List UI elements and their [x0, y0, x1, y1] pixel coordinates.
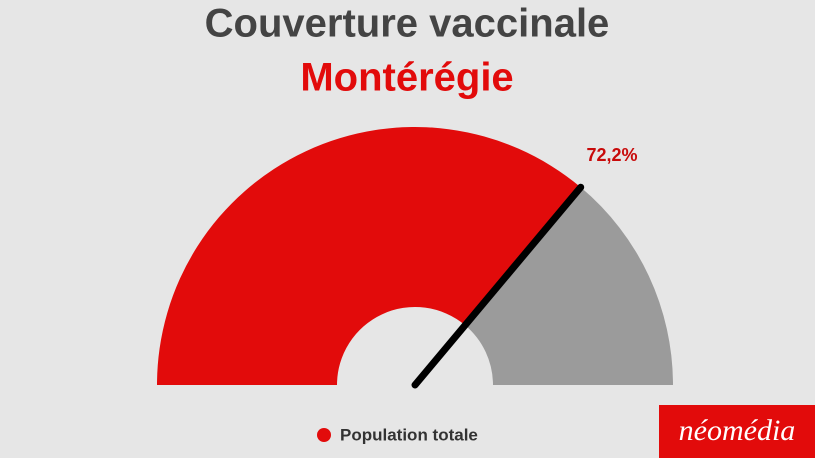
gauge-track	[465, 187, 673, 385]
chart-subtitle: Montérégie	[300, 56, 513, 100]
legend-label: Population totale	[340, 425, 478, 444]
value-label: 72,2%	[586, 145, 637, 165]
logo-box	[659, 405, 815, 458]
logo: néomédia	[679, 414, 796, 447]
gauge-value	[157, 126, 581, 385]
legend-marker	[317, 428, 331, 442]
chart-title: Couverture vaccinale	[205, 2, 610, 46]
needle	[411, 183, 585, 389]
